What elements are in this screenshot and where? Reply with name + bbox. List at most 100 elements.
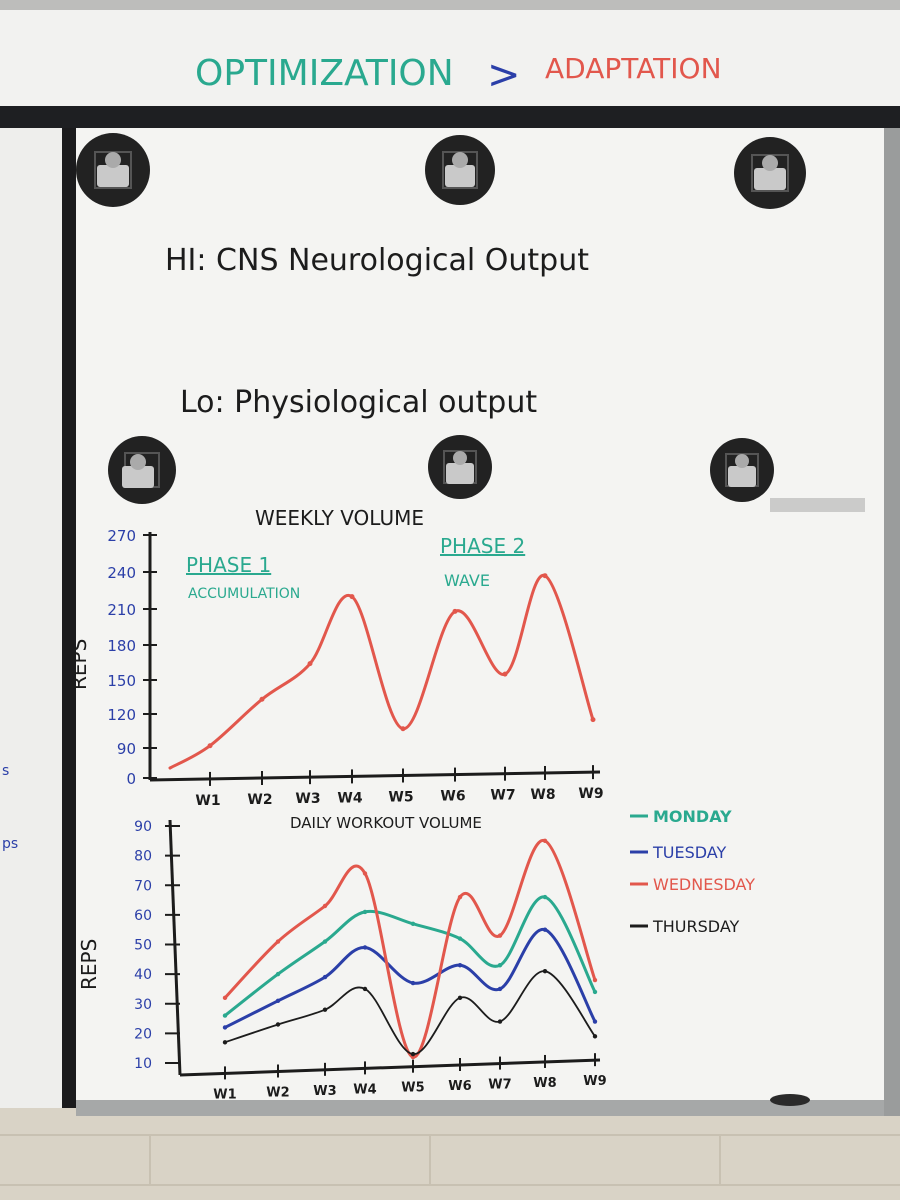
- weekly-y-tick-label: 210: [107, 601, 136, 619]
- weekly-volume-chart: WEEKLY VOLUME REPS PHASE 1 ACCUMULATION …: [67, 506, 604, 809]
- daily-data-point-thursday: [592, 1034, 598, 1039]
- board-tray: [76, 1100, 896, 1116]
- daily-x-axis: [179, 1058, 601, 1077]
- daily-data-point-tuesday: [222, 1025, 228, 1030]
- phase-2-sublabel: WAVE: [444, 571, 490, 590]
- weekly-x-tick-label: W9: [578, 786, 603, 802]
- daily-y-tick-label: 10: [134, 1056, 152, 1072]
- hi-note: HI: CNS Neurological Output: [165, 243, 589, 278]
- lo-note: Lo: Physiological output: [180, 385, 537, 420]
- weekly-x-tick-label: W7: [490, 788, 515, 804]
- daily-data-point-thursday: [410, 1051, 416, 1057]
- daily-data-point-thursday: [457, 995, 463, 1001]
- daily-y-tick-label: 60: [134, 908, 152, 924]
- weekly-data-point: [502, 671, 508, 677]
- daily-data-point-wednesday: [457, 894, 463, 900]
- weekly-data-point: [307, 661, 313, 667]
- weekly-y-tick-label: 0: [126, 770, 136, 788]
- weekly-chart-title: WEEKLY VOLUME: [255, 506, 424, 530]
- daily-workout-volume-chart: DAILY WORKOUT VOLUME REPS 10 20 30 40 50 60 70…: [77, 814, 607, 1102]
- daily-data-point-monday: [322, 939, 328, 944]
- daily-y-tick-label: 70: [134, 878, 152, 894]
- board-right-frame: [884, 128, 900, 1116]
- daily-y-tick-label: 80: [134, 849, 152, 865]
- phase-1-sublabel: ACCUMULATION: [188, 586, 300, 602]
- daily-data-point-wednesday: [497, 933, 503, 938]
- daily-data-point-wednesday: [222, 995, 228, 1001]
- magnet-2: [425, 135, 495, 205]
- daily-data-point-tuesday: [497, 986, 503, 992]
- weekly-data-point: [590, 717, 596, 723]
- weekly-x-tick-label: W5: [388, 790, 413, 806]
- left-board-mark-a: s: [2, 763, 9, 779]
- daily-line-wednesday: [223, 839, 597, 1059]
- weekly-x-tick-label: W2: [247, 792, 272, 808]
- eraser: [770, 1094, 810, 1106]
- legend-label-monday: MONDAY: [653, 807, 732, 826]
- daily-y-tick-label: 90: [134, 819, 152, 835]
- daily-data-point-tuesday: [362, 945, 368, 950]
- weekly-y-tick-label: 270: [107, 527, 136, 545]
- daily-x-tick-label: W1: [213, 1087, 236, 1102]
- daily-x-tick-label: W9: [583, 1074, 606, 1089]
- weekly-x-axis: [149, 770, 601, 782]
- adaptation-heading: ADAPTATION: [545, 52, 722, 85]
- magnet-6: [710, 438, 774, 502]
- daily-y-tick-label: 20: [134, 1026, 152, 1042]
- weekly-data-point: [349, 594, 355, 600]
- left-board: [0, 128, 72, 1108]
- daily-data-point-tuesday: [322, 974, 328, 980]
- daily-data-point-tuesday: [457, 963, 463, 968]
- daily-x-tick-label: W5: [401, 1081, 424, 1096]
- daily-data-point-monday: [222, 1013, 228, 1018]
- weekly-y-tick-label: 120: [107, 706, 136, 724]
- daily-y-tick-label: 50: [134, 938, 152, 954]
- weekly-data-point: [207, 743, 213, 749]
- magnet-5: [428, 435, 492, 499]
- daily-data-point-monday: [362, 909, 368, 915]
- weekly-x-tick-label: W3: [295, 791, 320, 807]
- daily-chart-legend: MONDAY TUESDAY WEDNESDAY THURSDAY: [630, 807, 755, 936]
- map-rail: [0, 106, 900, 128]
- daily-x-tick-label: W8: [533, 1076, 556, 1091]
- weekly-y-axis-label: REPS: [67, 639, 91, 690]
- daily-data-point-monday: [457, 936, 463, 941]
- weekly-data-point: [400, 726, 406, 732]
- daily-data-point-wednesday: [362, 871, 368, 876]
- daily-data-point-thursday: [497, 1019, 503, 1024]
- daily-x-tick-label: W2: [266, 1086, 289, 1101]
- daily-data-point-tuesday: [542, 927, 548, 932]
- daily-x-tick-label: W6: [448, 1079, 471, 1094]
- weekly-data-point: [452, 608, 458, 614]
- daily-x-tick-label: W7: [488, 1078, 511, 1093]
- magnet-1: [76, 133, 150, 207]
- weekly-data-point: [542, 573, 548, 579]
- weekly-y-tick-label: 90: [117, 740, 136, 758]
- weekly-y-tick-label: 240: [107, 564, 136, 582]
- left-board-edge: [62, 128, 76, 1108]
- legend-label-tuesday: TUESDAY: [652, 843, 726, 862]
- daily-data-point-monday: [542, 894, 548, 900]
- main-board: [76, 128, 886, 1110]
- daily-data-point-monday: [592, 989, 598, 995]
- weekly-x-tick-label: W4: [337, 790, 362, 806]
- daily-data-point-monday: [410, 921, 416, 926]
- daily-x-tick-label: W3: [313, 1084, 336, 1099]
- magnet-clips: [76, 133, 806, 504]
- daily-y-axis-label: REPS: [77, 939, 101, 990]
- legend-label-thursday: THURSDAY: [652, 917, 740, 936]
- legend-label-wednesday: WEDNESDAY: [653, 875, 755, 894]
- header-strip: [0, 10, 900, 110]
- magnet-3: [734, 137, 806, 209]
- weekly-data-point: [259, 696, 265, 702]
- daily-data-point-thursday: [275, 1022, 281, 1027]
- weekly-x-tick-label: W8: [530, 787, 555, 803]
- daily-data-point-monday: [497, 963, 503, 968]
- daily-data-point-thursday: [542, 968, 548, 974]
- smudge: [770, 498, 865, 512]
- weekly-y-tick-label: 180: [107, 637, 136, 655]
- daily-line-thursday: [224, 970, 596, 1056]
- phase-2-label: PHASE 2: [440, 534, 525, 558]
- daily-data-point-wednesday: [322, 903, 328, 909]
- daily-data-point-tuesday: [592, 1019, 598, 1024]
